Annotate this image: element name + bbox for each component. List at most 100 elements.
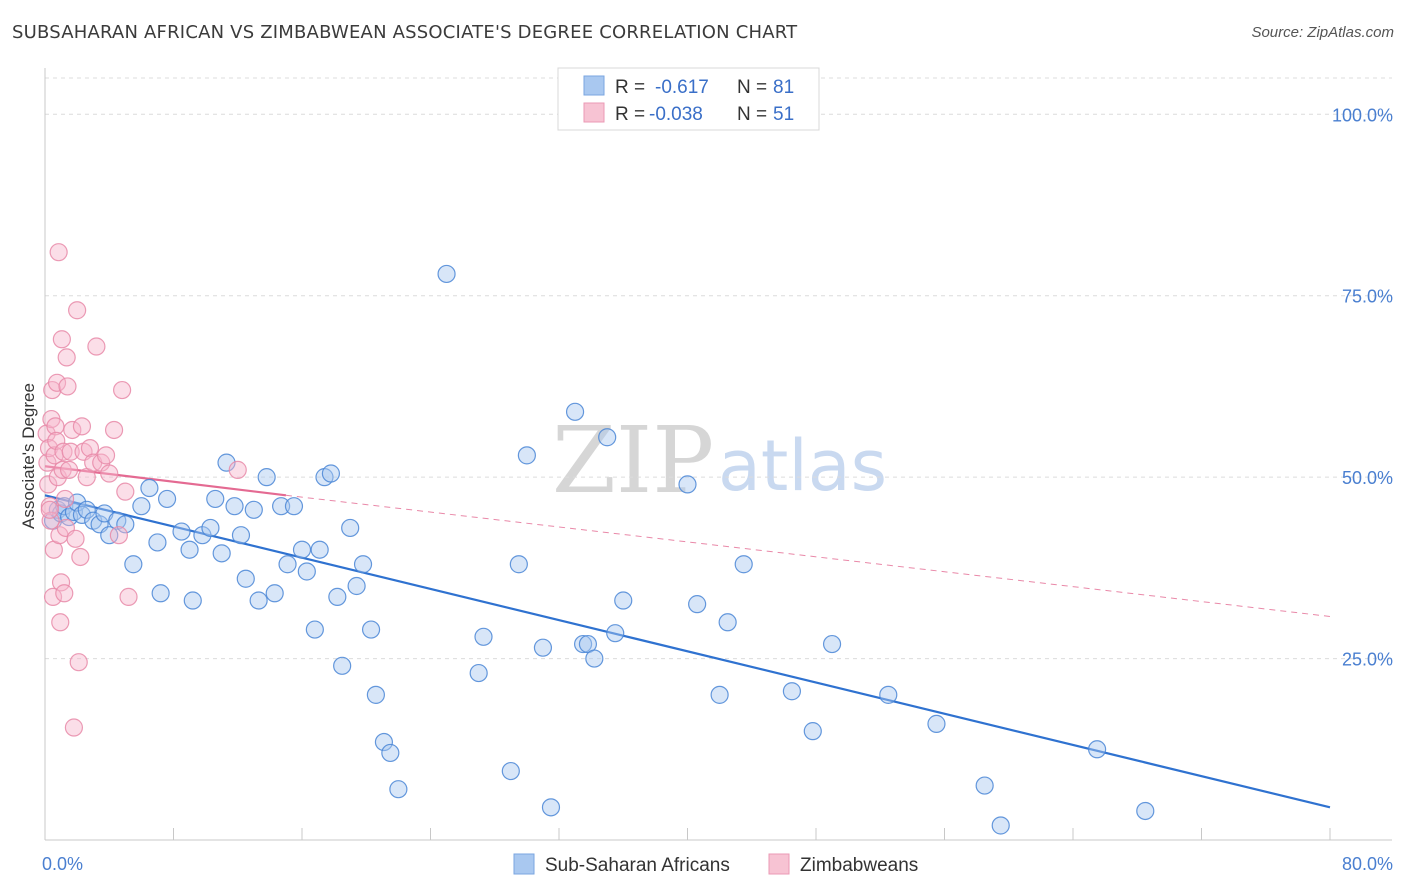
- y-axis-label: Associate's Degree: [19, 383, 38, 529]
- legend-r-label-2: R =: [615, 104, 645, 125]
- legend-n-label-1: N =: [737, 77, 767, 98]
- point-subsaharan-21: [172, 522, 191, 541]
- bottom-legend-swatch-pink: [768, 853, 790, 875]
- point-zimbabwean-12: [47, 431, 66, 450]
- point-subsaharan-23: [183, 591, 202, 610]
- point-subsaharan-25: [201, 518, 220, 538]
- point-subsaharan-28: [217, 453, 236, 472]
- bottom-legend-swatch-blue: [513, 853, 535, 875]
- watermark: ZIP atlas: [552, 407, 887, 514]
- point-zimbabwean-32: [68, 301, 87, 320]
- point-zimbabwean-31: [66, 529, 85, 548]
- point-subsaharan-73: [718, 613, 737, 632]
- point-subsaharan-63: [565, 402, 585, 421]
- y-tick-label-2: 50.0%: [1342, 468, 1393, 488]
- legend-r-label-1: R =: [615, 77, 645, 98]
- point-subsaharan-71: [688, 595, 707, 614]
- trendlines: [44, 465, 1331, 809]
- point-zimbabwean-8: [43, 587, 63, 606]
- data-points: [37, 243, 1155, 835]
- tick-labels: 100.0% 75.0% 50.0% 25.0% 0.0% 80.0%: [42, 105, 1393, 874]
- point-zimbabwean-15: [49, 243, 68, 262]
- point-subsaharan-40: [297, 562, 316, 581]
- point-subsaharan-39: [292, 540, 312, 559]
- point-subsaharan-58: [501, 761, 520, 781]
- legend-n-value-1: 81: [773, 77, 794, 98]
- point-zimbabwean-23: [55, 489, 75, 509]
- point-subsaharan-64: [573, 634, 593, 654]
- point-subsaharan-34: [257, 468, 276, 487]
- point-subsaharan-81: [991, 816, 1010, 835]
- point-zimbabwean-2: [39, 475, 58, 494]
- point-subsaharan-62: [541, 798, 561, 817]
- legend-r-value-1: -0.617: [655, 77, 709, 98]
- point-subsaharan-8: [77, 500, 96, 519]
- point-subsaharan-19: [151, 584, 170, 603]
- point-subsaharan-17: [140, 478, 159, 498]
- point-zimbabwean-29: [63, 420, 82, 440]
- point-subsaharan-82: [1087, 740, 1107, 759]
- x-tick-label-0: 0.0%: [42, 854, 83, 874]
- point-subsaharan-31: [236, 569, 255, 588]
- point-zimbabwean-27: [59, 460, 79, 479]
- y-tick-label-0: 100.0%: [1332, 105, 1393, 125]
- point-zimbabwean-18: [51, 573, 71, 592]
- legend-swatch-pink: [583, 102, 605, 123]
- point-subsaharan-76: [803, 722, 822, 741]
- legend-swatch-blue: [583, 75, 605, 96]
- point-zimbabwean-3: [39, 439, 59, 458]
- trendline-0: [44, 494, 1331, 809]
- correlation-legend: R = -0.617 N = 81 R = -0.038 N = 51: [557, 67, 820, 131]
- point-zimbabwean-13: [47, 373, 67, 392]
- point-subsaharan-27: [212, 544, 231, 563]
- legend-r-value-2: -0.038: [649, 104, 703, 125]
- point-subsaharan-77: [822, 634, 842, 654]
- point-zimbabwean-49: [228, 460, 247, 479]
- x-tick-label-1: 80.0%: [1342, 854, 1393, 874]
- point-subsaharan-29: [225, 497, 244, 516]
- legend-n-value-2: 51: [773, 104, 794, 125]
- point-zimbabwean-30: [64, 718, 84, 737]
- y-tick-label-3: 25.0%: [1342, 650, 1393, 670]
- watermark-atlas: atlas: [718, 425, 887, 507]
- point-subsaharan-60: [517, 446, 536, 465]
- point-subsaharan-26: [206, 489, 225, 509]
- bottom-legend-label-pink: Zimbabweans: [800, 855, 918, 876]
- point-subsaharan-54: [389, 780, 408, 799]
- point-zimbabwean-1: [38, 453, 57, 472]
- point-subsaharan-79: [927, 714, 946, 733]
- point-zimbabwean-46: [112, 380, 132, 400]
- point-subsaharan-69: [614, 591, 633, 610]
- point-subsaharan-49: [353, 555, 373, 574]
- point-subsaharan-70: [678, 475, 697, 494]
- point-subsaharan-53: [381, 743, 400, 763]
- point-zimbabwean-40: [87, 337, 106, 356]
- point-subsaharan-20: [157, 489, 177, 509]
- point-subsaharan-50: [361, 620, 381, 639]
- point-subsaharan-61: [533, 638, 553, 657]
- point-subsaharan-38: [284, 497, 304, 516]
- point-subsaharan-36: [272, 497, 291, 516]
- point-zimbabwean-17: [51, 613, 70, 632]
- point-subsaharan-35: [265, 584, 284, 603]
- point-subsaharan-41: [305, 620, 324, 639]
- source-credit: Source: ZipAtlas.com: [1251, 24, 1394, 41]
- point-zimbabwean-19: [52, 330, 71, 349]
- point-subsaharan-30: [231, 526, 251, 545]
- point-zimbabwean-22: [55, 584, 74, 603]
- point-subsaharan-72: [710, 685, 729, 704]
- point-subsaharan-67: [598, 428, 617, 447]
- watermark-zip: ZIP: [552, 407, 714, 514]
- point-subsaharan-16: [132, 497, 151, 516]
- point-subsaharan-33: [249, 591, 268, 610]
- point-zimbabwean-11: [46, 417, 65, 436]
- y-tick-label-1: 75.0%: [1342, 287, 1393, 307]
- point-zimbabwean-43: [100, 464, 119, 483]
- point-subsaharan-12: [100, 526, 119, 545]
- point-zimbabwean-38: [80, 439, 100, 458]
- point-zimbabwean-45: [109, 526, 128, 545]
- point-subsaharan-52: [374, 732, 394, 752]
- point-subsaharan-68: [606, 624, 625, 643]
- point-subsaharan-32: [244, 500, 263, 519]
